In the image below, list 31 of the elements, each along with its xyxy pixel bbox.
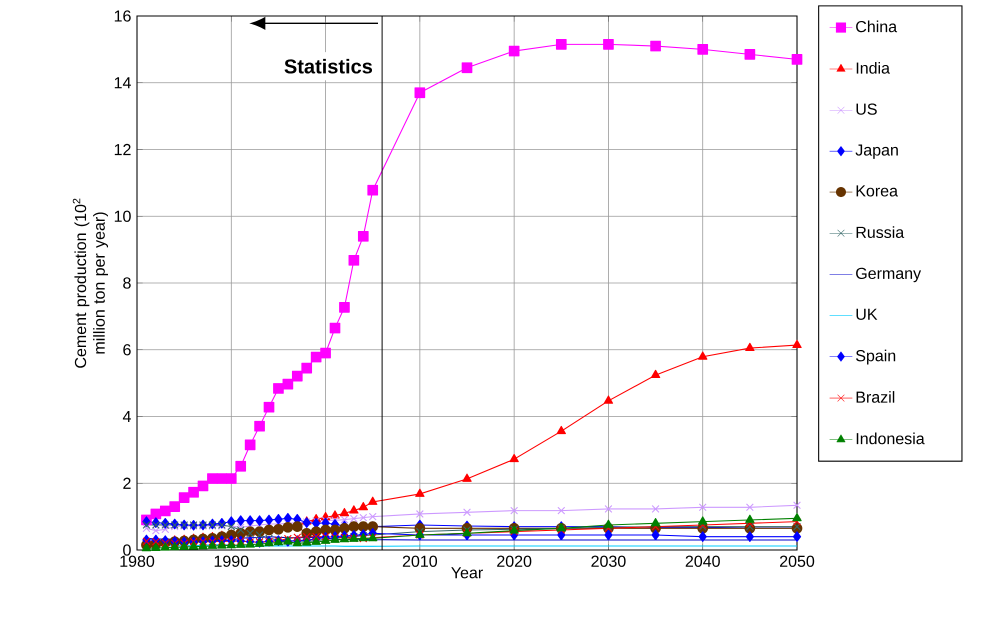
legend-label: Japan — [856, 144, 898, 159]
x-tick-label: 1980 — [120, 556, 154, 568]
legend-label: US — [856, 104, 877, 115]
legend-label: UK — [856, 308, 878, 320]
y-tick-label: 10 — [114, 210, 131, 222]
x-axis-title: Year — [451, 567, 483, 579]
y-tick-label: 2 — [123, 478, 131, 489]
legend-label: Spain — [856, 350, 896, 365]
x-tick-label: 1990 — [214, 556, 248, 568]
y-tick-label: 8 — [123, 278, 131, 289]
x-tick-label: 2000 — [308, 556, 343, 568]
text: Cement production (10$^{2}$ million ton per year) — [72, 198, 108, 368]
legend-label: India — [856, 62, 890, 74]
legend-label: Brazil — [856, 391, 894, 403]
legend-label: Germany — [856, 268, 922, 282]
y-tick-label: 16 — [114, 10, 131, 22]
y-tick-label: 4 — [122, 411, 131, 422]
x-tick-label: 2030 — [591, 556, 626, 568]
x-tick-label: 2020 — [497, 556, 532, 568]
x-tick-label: 2050 — [780, 556, 814, 568]
annotation: Statistics — [284, 59, 372, 74]
y-tick-label: 6 — [123, 344, 131, 356]
y-tick-label: 0 — [123, 544, 131, 556]
legend-label: Indonesia — [856, 432, 925, 444]
legend-label: China — [856, 20, 898, 32]
legend-label: Korea — [856, 186, 898, 197]
y-tick-label: 12 — [114, 144, 131, 156]
y-tick-label: 14 — [114, 77, 131, 88]
legend-label: Russia — [856, 226, 904, 238]
x-tick-label: 2010 — [402, 556, 438, 568]
x-tick-label: 2040 — [686, 556, 720, 568]
